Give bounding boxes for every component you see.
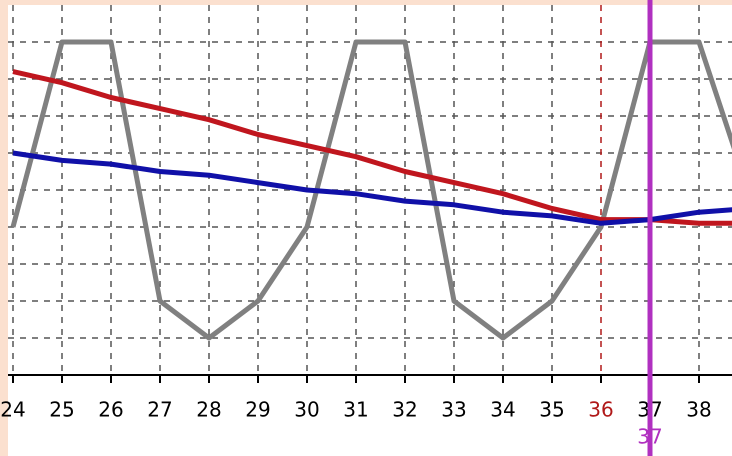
x-tick-label: 38 [686, 398, 711, 422]
x-tick-label: 25 [49, 398, 74, 422]
x-tick-label: 31 [343, 398, 368, 422]
x-tick-label: 33 [441, 398, 466, 422]
x-tick-label: 29 [245, 398, 270, 422]
x-tick-label: 27 [147, 398, 172, 422]
line-series [12, 150, 732, 226]
x-tick-label: 34 [490, 398, 515, 422]
x-tick-label: 28 [196, 398, 221, 422]
x-tick-label: 36 [588, 398, 613, 422]
x-tick-label: 32 [392, 398, 417, 422]
x-tick-label: 35 [539, 398, 564, 422]
line-series [10, 39, 732, 341]
plot-background [8, 5, 732, 456]
cursor-label: 37 [637, 425, 662, 449]
x-tick-label: 24 [0, 398, 25, 422]
x-tick-label: 30 [294, 398, 319, 422]
x-tick-label: 26 [98, 398, 123, 422]
